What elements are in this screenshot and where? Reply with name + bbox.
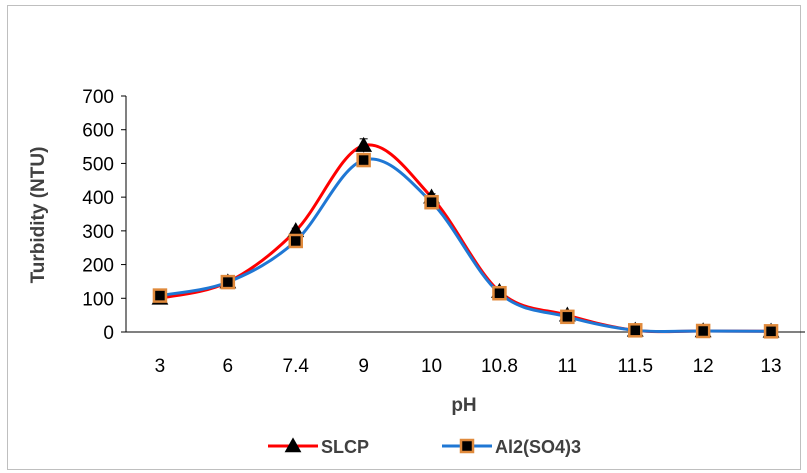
chart-frame [7,5,801,470]
marker-square [492,285,507,301]
legend-item-0: SLCP [268,437,369,457]
x-tick-label: 6 [223,356,234,377]
x-axis: 3 6 7.4 9 10 10.8 11 11.5 12 13 [126,331,805,377]
x-tick-label: 11 [557,356,577,377]
x-tick-label: 7.4 [283,356,310,377]
marker-square [763,324,779,339]
y-tick-label: 200 [82,256,114,277]
marker-square [424,194,439,210]
y-axis: 0 100 200 300 400 500 600 700 [82,87,127,344]
x-tick-label: 10 [421,356,442,377]
series-0 [151,136,780,338]
legend: SLCP Al2(SO4)3 [268,437,581,457]
series-layer [151,136,780,339]
series-line [159,157,772,334]
x-tick-label: 9 [358,356,369,377]
series-1 [152,152,779,339]
x-tick-label: 11.5 [617,356,653,377]
marker-square [560,309,575,325]
y-tick-label: 0 [103,323,114,344]
y-tick-label: 500 [82,154,114,175]
legend-label: Al2(SO4)3 [495,437,581,457]
legend-item-1: Al2(SO4)3 [442,437,581,457]
marker-square [288,233,303,249]
marker-triangle [284,437,302,453]
x-tick-label: 12 [693,356,714,377]
x-tick-label: 10.8 [481,356,518,377]
y-tick-label: 100 [82,289,114,310]
marker-square [220,274,236,290]
x-tick-label: 13 [760,356,781,377]
marker-square [152,288,168,303]
marker-square [695,323,711,339]
x-axis-title: pH [451,395,476,416]
y-tick-label: 700 [82,87,114,108]
marker-triangle [355,136,373,152]
y-axis-title: Turbidity (NTU) [28,147,49,284]
marker-square [356,152,371,168]
marker-triangle [287,222,305,238]
marker-square [459,438,475,454]
marker-square [628,323,643,338]
y-tick-label: 600 [82,121,114,142]
legend-label: SLCP [321,437,369,457]
y-tick-label: 300 [82,222,114,243]
x-tick-label: 3 [155,356,166,377]
series-line [159,143,772,334]
y-tick-label: 400 [82,188,114,209]
